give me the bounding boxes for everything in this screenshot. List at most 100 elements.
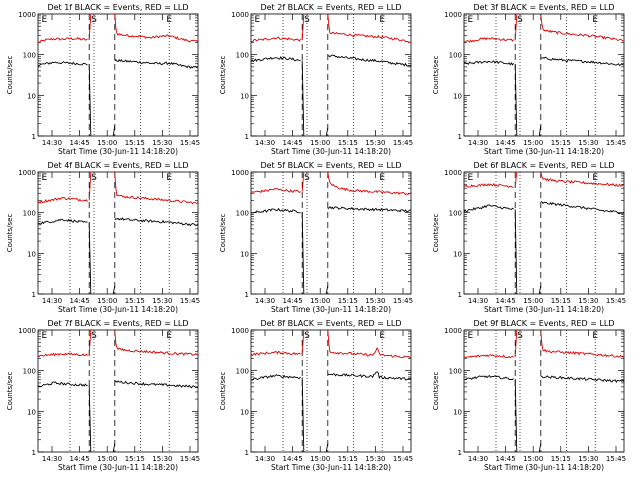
x-tick-label: 15:30 (152, 297, 172, 305)
x-tick-label: 15:45 (606, 455, 626, 463)
series-lld-line (301, 13, 305, 41)
time-marker-label: E (42, 331, 48, 341)
chart-title: Det 5f BLACK = Events, RED = LLD (260, 161, 401, 170)
series-events-line (514, 64, 518, 137)
plot-frame (250, 13, 412, 137)
x-tick-label: 14:30 (255, 139, 275, 147)
x-tick-label: 15:45 (393, 139, 413, 147)
series-lld-line (301, 171, 305, 192)
series-lld-line (250, 350, 301, 357)
series-lld-line (327, 13, 412, 43)
x-tick-label: 15:15 (551, 297, 571, 305)
time-marker-label: S (517, 331, 523, 341)
y-axis-label: Counts/sec (432, 56, 440, 95)
x-tick-label: 14:45 (283, 297, 303, 305)
x-tick-label: 14:45 (70, 297, 90, 305)
series-lld-line (88, 329, 92, 356)
series-events-line (37, 381, 88, 387)
x-tick-label: 15:15 (125, 455, 145, 463)
x-tick-label: 15:00 (310, 455, 330, 463)
y-tick-label: 1 (458, 133, 462, 141)
x-tick-label: 15:15 (551, 455, 571, 463)
series-events-line (301, 60, 305, 137)
y-tick-label: 1 (458, 291, 462, 299)
y-tick-label: 1000 (231, 169, 249, 177)
chart-panel-8: Det 8f BLACK = Events, RED = LLD 1 10 100 10… (219, 319, 413, 472)
time-marker-label: S (517, 15, 523, 25)
series-events-line (88, 222, 92, 295)
y-tick-label: 100 (23, 210, 36, 218)
series-lld-line (250, 36, 302, 43)
time-marker-label: E (379, 15, 385, 25)
time-marker-label: E (42, 173, 48, 183)
time-marker-label: E (592, 15, 598, 25)
series-lld-line (88, 171, 92, 201)
y-tick-label: 1000 (18, 327, 36, 335)
series-events-line (540, 56, 625, 67)
time-marker-label: S (91, 331, 97, 341)
y-tick-label: 10 (27, 92, 36, 100)
series-events-line (463, 60, 514, 66)
chart-title: Det 9f BLACK = Events, RED = LLD (473, 319, 614, 328)
plot-frame (463, 13, 625, 137)
x-tick-label: 14:30 (42, 455, 62, 463)
series-lld-line (540, 172, 625, 187)
series-events-line (327, 54, 412, 67)
y-axis-label: Counts/sec (432, 372, 440, 411)
x-tick-label: 15:30 (365, 455, 385, 463)
chart-title: Det 2f BLACK = Events, RED = LLD (260, 3, 401, 12)
series-events-line (538, 125, 542, 137)
x-tick-label: 15:30 (365, 297, 385, 305)
y-tick-label: 1 (245, 133, 249, 141)
time-marker-label: E (255, 15, 261, 25)
x-tick-label: 15:00 (97, 297, 117, 305)
y-axis-label: Counts/sec (432, 214, 440, 253)
series-events-line (88, 64, 92, 137)
time-marker-label: S (91, 15, 97, 25)
series-events-line (463, 204, 514, 213)
y-tick-label: 1000 (18, 11, 36, 19)
series-lld-line (540, 330, 625, 359)
x-axis-label: Start Time (30-Jun-11 14:18:20) (271, 305, 391, 314)
y-tick-label: 100 (23, 368, 36, 376)
series-events-line (37, 218, 88, 225)
x-axis-label: Start Time (30-Jun-11 14:18:20) (271, 463, 391, 472)
series-lld-line (250, 187, 301, 194)
series-lld-line (514, 171, 518, 187)
y-tick-label: 100 (449, 210, 462, 218)
y-tick-label: 10 (27, 408, 36, 416)
x-tick-label: 14:45 (70, 455, 90, 463)
time-marker-label: E (42, 15, 48, 25)
series-lld-line (514, 329, 518, 358)
series-events-line (114, 380, 199, 389)
x-tick-label: 14:30 (468, 139, 488, 147)
time-marker-label: E (379, 173, 385, 183)
y-tick-label: 10 (453, 92, 462, 100)
series-lld-line (88, 13, 92, 41)
x-tick-label: 15:15 (125, 139, 145, 147)
chart-panel-5: Det 5f BLACK = Events, RED = LLD 1 10 100 10… (219, 161, 413, 314)
plot-frame (250, 329, 412, 453)
time-marker-label: E (468, 173, 474, 183)
y-axis-label: Counts/sec (6, 372, 14, 411)
series-lld-line (114, 330, 199, 357)
series-lld-line (540, 14, 625, 42)
x-tick-label: 14:45 (70, 139, 90, 147)
series-lld-line (37, 352, 88, 358)
y-tick-label: 1000 (18, 169, 36, 177)
x-axis-label: Start Time (30-Jun-11 14:18:20) (484, 463, 604, 472)
series-events-line (538, 443, 542, 453)
chart-panel-7: Det 7f BLACK = Events, RED = LLD 1 10 100 10… (6, 319, 200, 472)
x-tick-label: 15:30 (578, 139, 598, 147)
x-tick-label: 14:30 (255, 297, 275, 305)
x-tick-label: 15:00 (523, 297, 543, 305)
series-events-line (514, 379, 518, 453)
series-events-line (301, 211, 305, 295)
time-marker-label: E (468, 15, 474, 25)
y-axis-label: Counts/sec (6, 56, 14, 95)
chart-title: Det 4f BLACK = Events, RED = LLD (47, 161, 188, 170)
x-axis-label: Start Time (30-Jun-11 14:18:20) (58, 147, 178, 156)
chart-panel-9: Det 9f BLACK = Events, RED = LLD 1 10 100 10… (432, 319, 626, 472)
y-tick-label: 100 (449, 52, 462, 60)
